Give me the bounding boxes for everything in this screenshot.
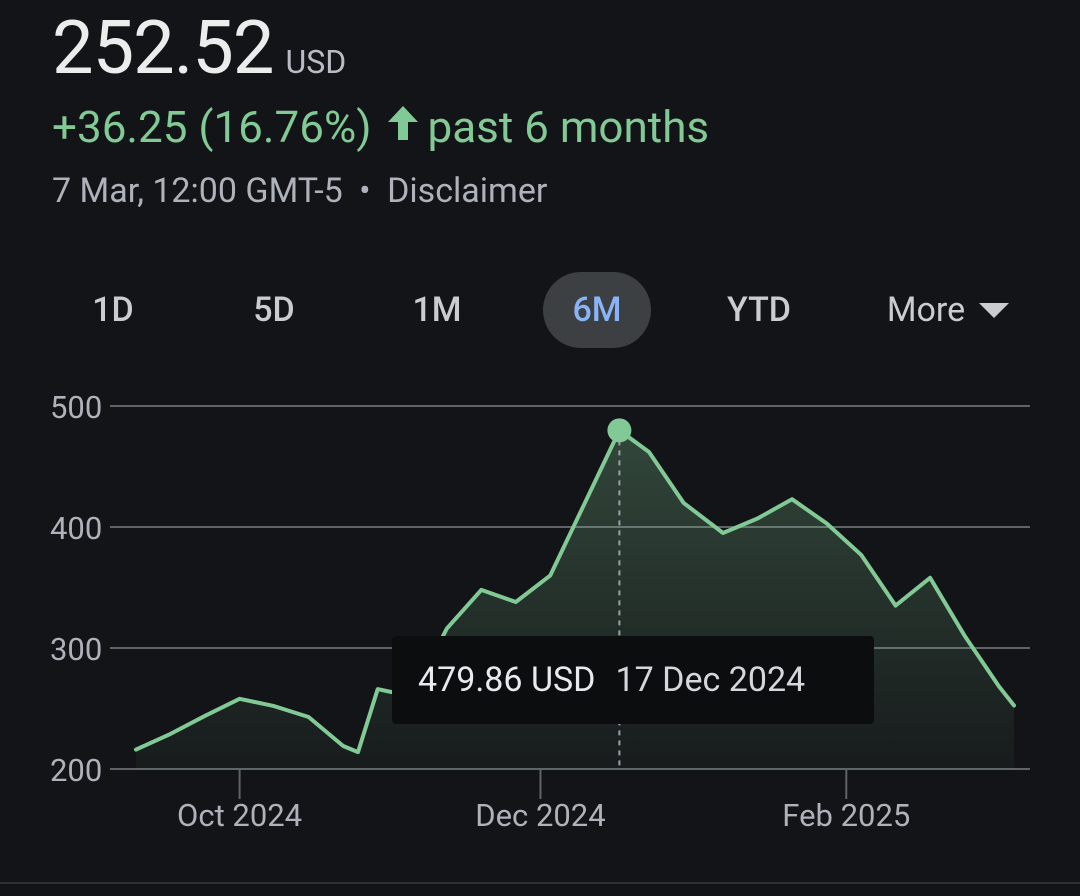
tab-1m[interactable]: 1M: [412, 290, 462, 330]
chart-tooltip: 479.86 USD 17 Dec 2024: [392, 636, 874, 724]
dropdown-caret-icon: [979, 302, 1010, 318]
tab-5d[interactable]: 5D: [253, 290, 295, 330]
quote-timestamp: 7 Mar, 12:00 GMT-5: [52, 171, 343, 211]
tab-ytd[interactable]: YTD: [727, 290, 791, 330]
tab-1d[interactable]: 1D: [92, 290, 134, 330]
tooltip-price: 479.86 USD: [418, 660, 596, 700]
more-dropdown[interactable]: More: [866, 272, 1030, 348]
meta-separator: •: [359, 171, 371, 211]
price-line: [134, 428, 1016, 755]
price-header: 252.52 USD: [52, 12, 346, 86]
tooltip-date: 17 Dec 2024: [615, 660, 806, 700]
bottom-divider: [0, 882, 1080, 884]
chart-svg: 500 400 300 200 Oct 2024 Dec 2024 Feb 2025: [50, 389, 1030, 834]
disclaimer-link[interactable]: Disclaimer: [387, 171, 548, 211]
x-tick-label: Dec 2024: [475, 797, 605, 834]
y-tick-label: 400: [50, 510, 102, 547]
current-price: 252.52: [52, 5, 274, 92]
more-label: More: [886, 290, 966, 330]
highlight-marker: [607, 418, 632, 443]
currency-label: USD: [285, 43, 347, 81]
x-tick-label: Oct 2024: [177, 797, 302, 834]
price-change: +36.25 (16.76%): [52, 100, 372, 153]
tab-6m[interactable]: 6M: [543, 272, 651, 348]
y-tick-label: 500: [50, 389, 102, 426]
arrow-up-icon: [386, 104, 420, 149]
price-chart[interactable]: 500 400 300 200 Oct 2024 Dec 2024 Feb 2025: [0, 380, 1080, 850]
quote-meta: 7 Mar, 12:00 GMT-5 • Disclaimer: [52, 174, 547, 208]
y-tick-label: 300: [50, 631, 102, 668]
range-tabs: 1D 5D 1M 6M YTD More: [60, 272, 1030, 348]
change-period: past 6 months: [427, 100, 710, 153]
x-tick-label: Feb 2025: [782, 797, 910, 834]
price-change-row: +36.25 (16.76%) past 6 months: [52, 104, 709, 149]
y-tick-label: 200: [50, 752, 102, 789]
